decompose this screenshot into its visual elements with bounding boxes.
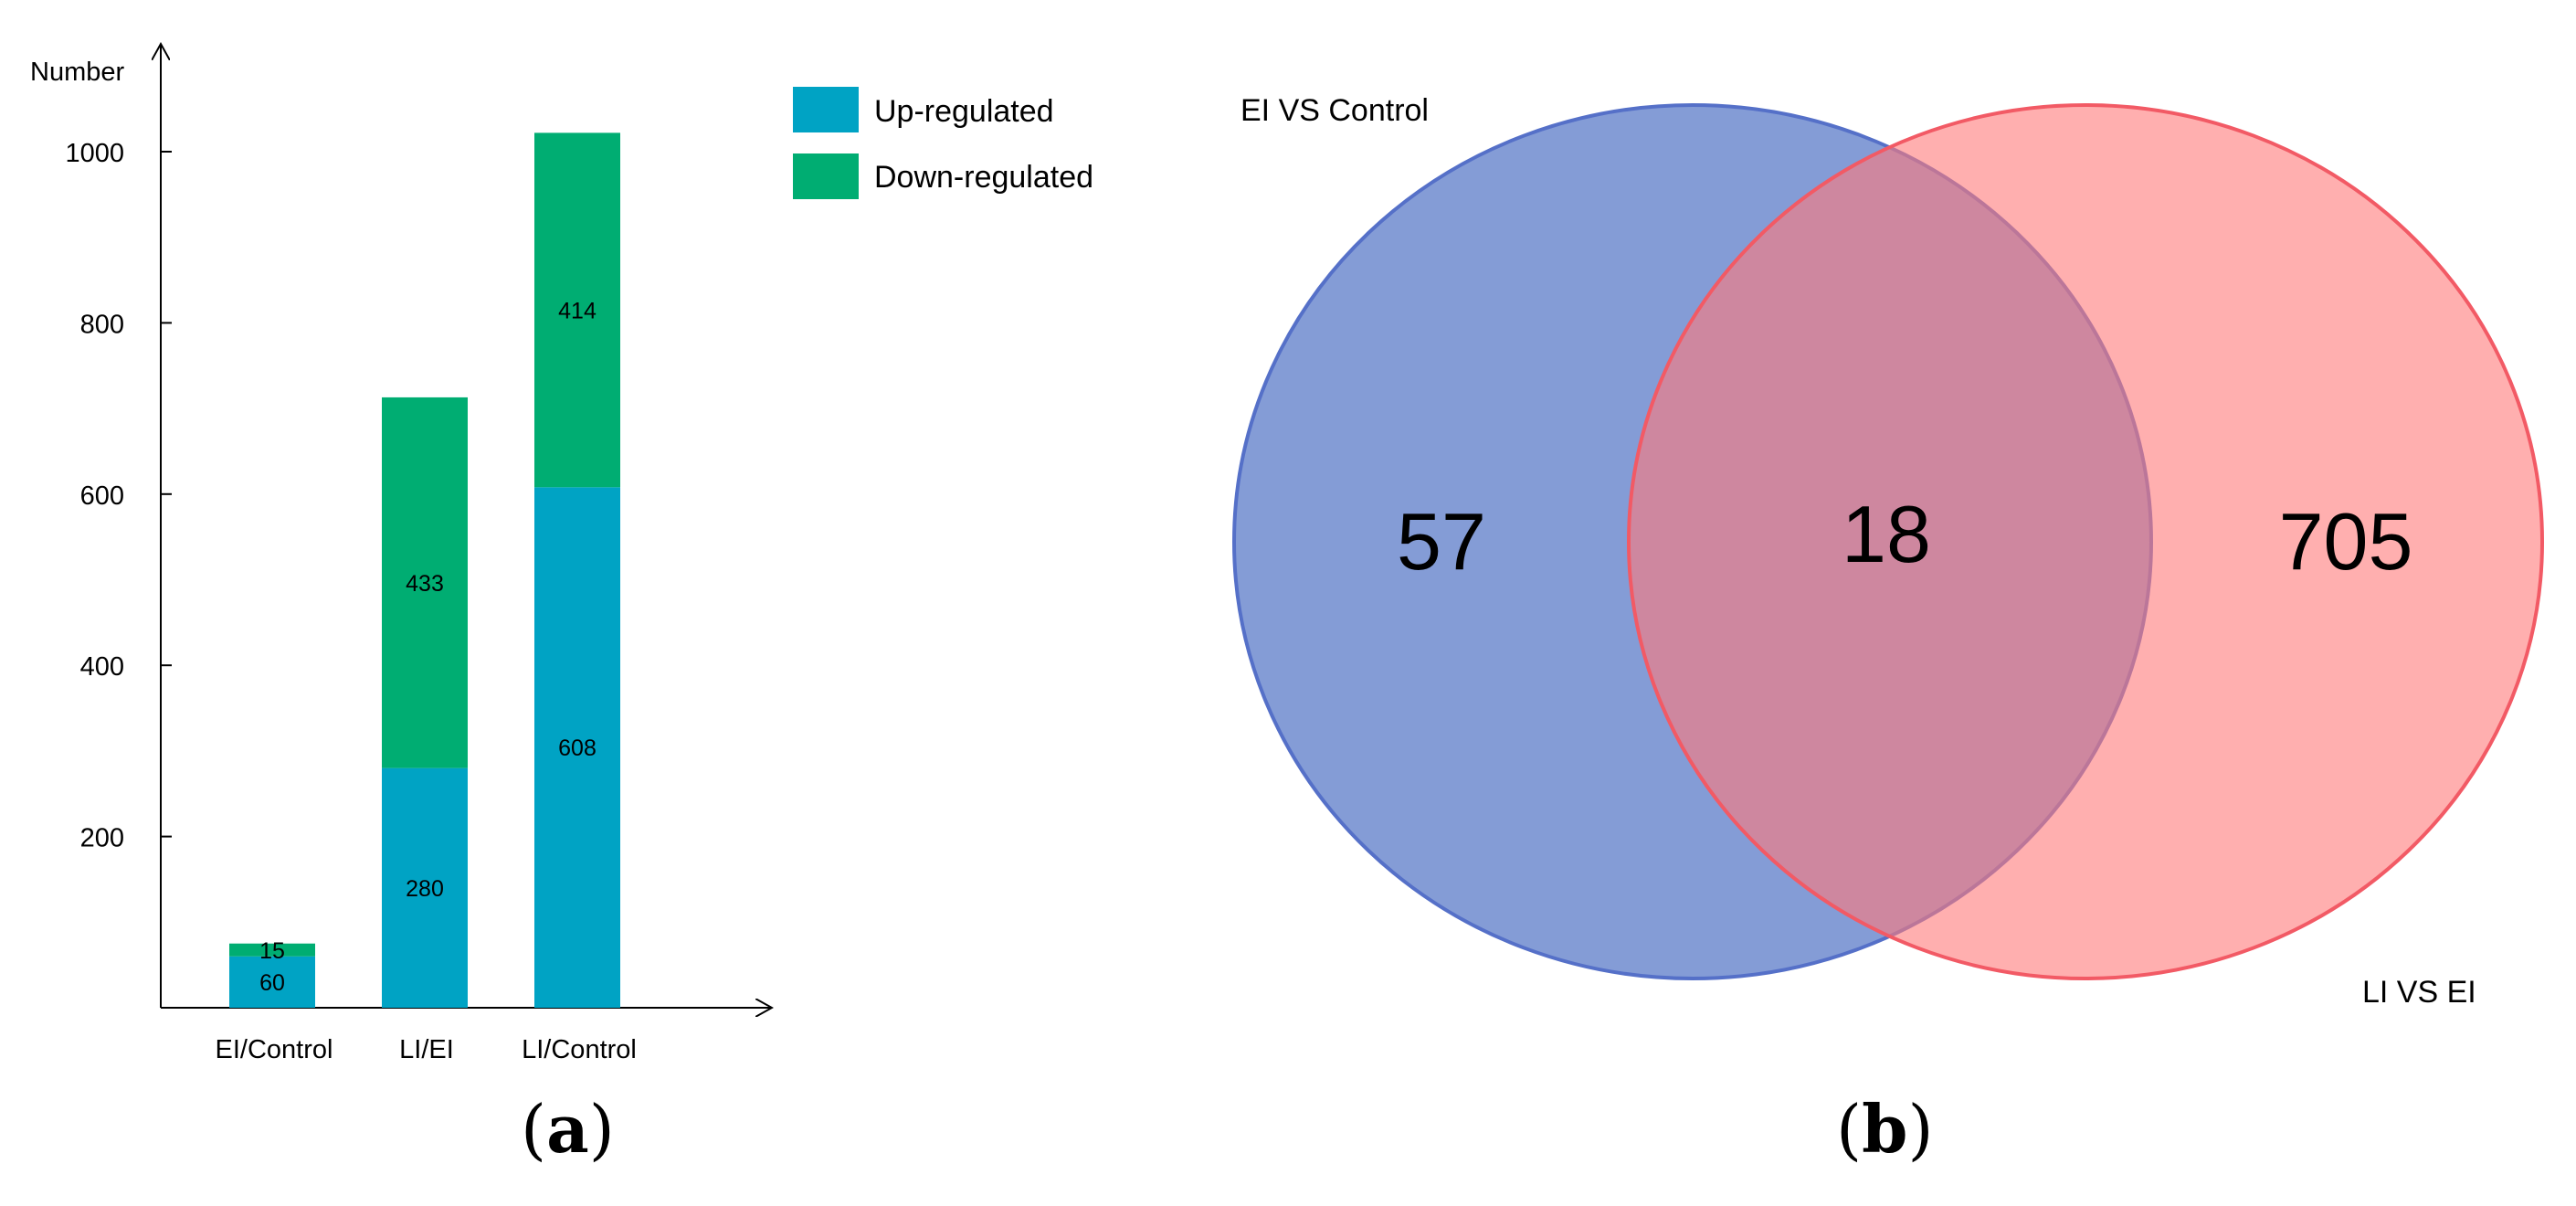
x-tick-label: LI/EI — [399, 1035, 454, 1064]
legend-swatch-down-regulated — [793, 153, 859, 199]
bar-ei-control-up-regulated — [229, 956, 315, 1008]
panel-label-a: (a) — [521, 1090, 615, 1168]
panel-label-b: (b) — [1836, 1090, 1934, 1168]
bar-value-label: 414 — [558, 298, 596, 323]
bar-ei-control-down-regulated — [229, 943, 315, 957]
bar-li-control-up-regulated — [534, 487, 620, 1008]
venn-region-intersection: 18 — [1842, 489, 1931, 579]
legend-label-down-regulated: Down-regulated — [874, 160, 1093, 195]
y-tick-label: 600 — [80, 481, 124, 511]
legend-swatch-up-regulated — [793, 87, 859, 132]
venn-set-li-vs-ei — [1627, 103, 2544, 980]
bar-li-ei-down-regulated — [382, 397, 468, 768]
bars — [229, 132, 620, 1008]
legend: Up-regulated Down-regulated — [793, 87, 1093, 199]
venn-region-li-vs-ei-only: 705 — [2279, 496, 2413, 587]
y-tick-label: 800 — [80, 310, 124, 339]
venn-set-label-ei-vs-control: EI VS Control — [1240, 93, 1429, 128]
y-axis-label: Number — [30, 58, 124, 87]
bar-li-ei-up-regulated — [382, 767, 468, 1008]
bar-chart: Number 200 400 600 800 1000 60 15 280 433 608 414… — [30, 44, 1093, 1064]
y-ticks: 200 400 600 800 1000 — [65, 139, 172, 853]
bar-value-labels: 60 15 280 433 608 414 — [259, 298, 596, 996]
bar-li-control-down-regulated — [534, 132, 620, 488]
y-tick-label: 200 — [80, 824, 124, 853]
x-tick-labels: EI/Control LI/EI LI/Control — [216, 1035, 637, 1064]
bar-value-label: 15 — [259, 938, 285, 964]
x-tick-label: LI/Control — [522, 1035, 637, 1064]
bar-value-label: 280 — [406, 876, 444, 902]
bar-value-label: 60 — [259, 970, 285, 996]
x-tick-label: EI/Control — [216, 1035, 333, 1064]
venn-set-label-li-vs-ei: LI VS EI — [2362, 975, 2476, 1010]
venn-region-ei-vs-control-only: 57 — [1397, 496, 1486, 587]
legend-label-up-regulated: Up-regulated — [874, 94, 1054, 129]
bar-value-label: 608 — [558, 735, 596, 761]
y-tick-label: 400 — [80, 652, 124, 682]
y-tick-label: 1000 — [65, 139, 124, 168]
bar-value-label: 433 — [406, 571, 444, 597]
venn-diagram: EI VS Control LI VS EI 57 18 705 — [1232, 93, 2544, 1010]
